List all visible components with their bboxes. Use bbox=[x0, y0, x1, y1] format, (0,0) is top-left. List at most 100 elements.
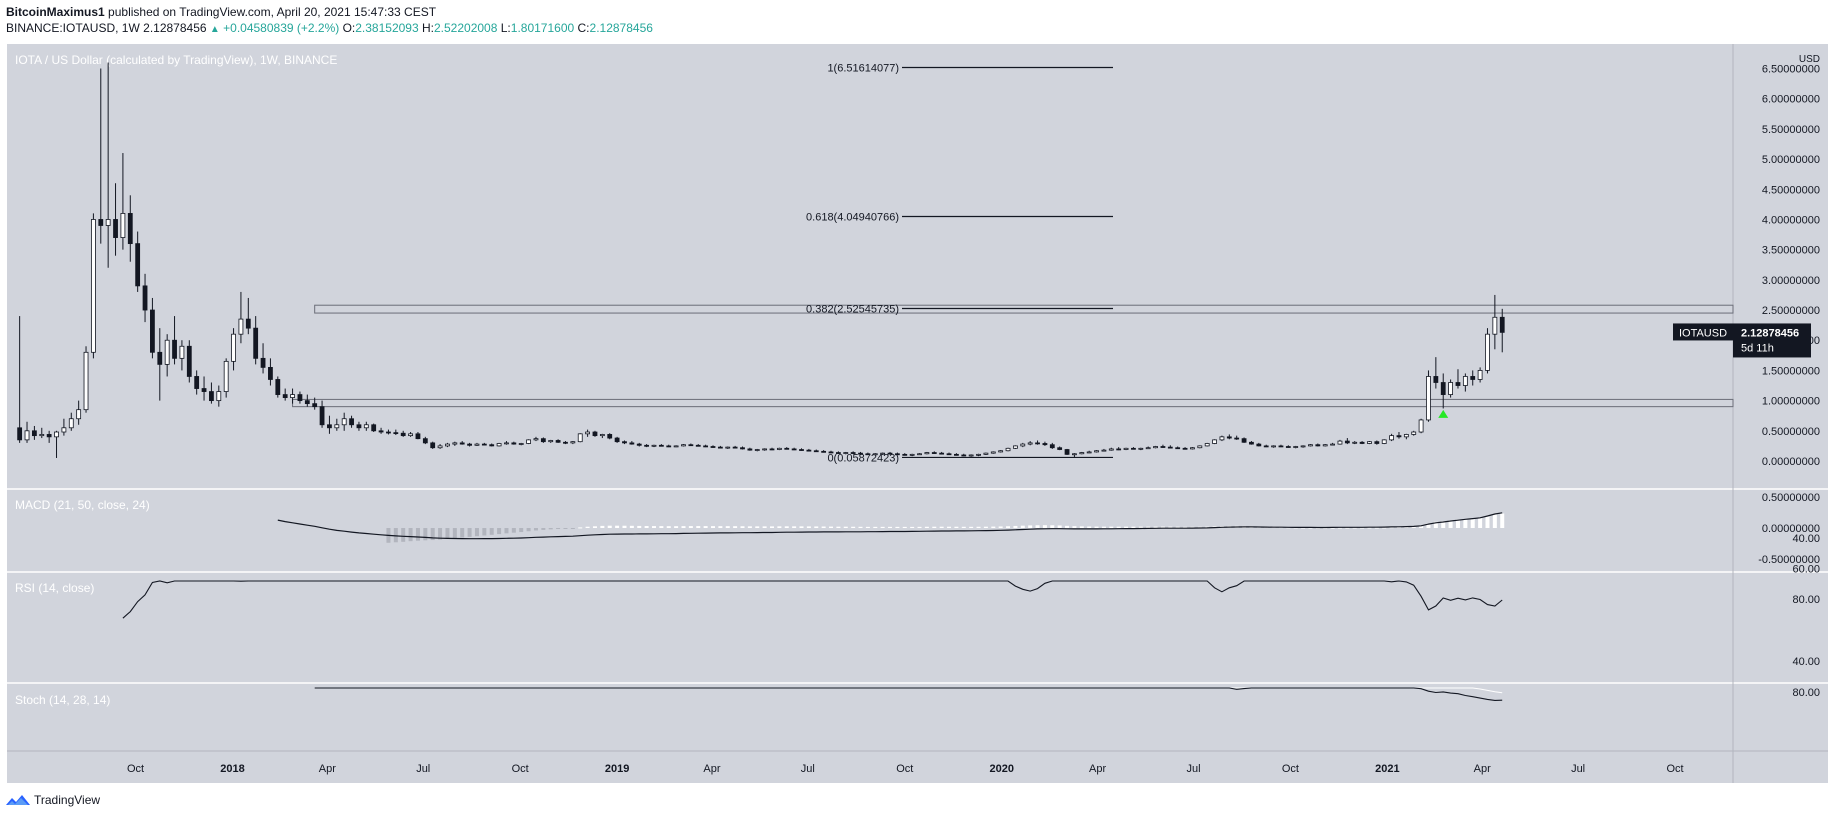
macd-histogram-bar bbox=[747, 526, 752, 528]
candle-down bbox=[703, 445, 709, 448]
macd-histogram-bar bbox=[1072, 526, 1077, 528]
candle-down bbox=[127, 213, 133, 245]
candle-down bbox=[1256, 443, 1262, 447]
candle-down bbox=[150, 309, 155, 353]
candle-up bbox=[1389, 435, 1394, 441]
candle-down bbox=[172, 339, 177, 359]
footer-brand[interactable]: TradingView bbox=[34, 793, 101, 807]
y-tick-label: 3.00000000 bbox=[1762, 275, 1820, 287]
candle-up bbox=[754, 449, 760, 451]
candle-down bbox=[629, 442, 635, 445]
macd-histogram-bar bbox=[829, 526, 834, 528]
y-tick-label: 1.50000000 bbox=[1762, 365, 1820, 377]
candle-up bbox=[1190, 447, 1195, 450]
candle-down bbox=[415, 433, 421, 440]
candle-up bbox=[1197, 445, 1203, 449]
candle-up bbox=[1322, 444, 1328, 447]
candle-down bbox=[636, 443, 642, 446]
chart-background bbox=[7, 44, 1828, 783]
macd-histogram-bar bbox=[770, 526, 775, 528]
candle-down bbox=[799, 449, 804, 451]
candle-up bbox=[990, 451, 996, 454]
macd-histogram-bar bbox=[836, 526, 841, 528]
candle-up bbox=[474, 443, 480, 446]
candle-down bbox=[327, 424, 332, 429]
macd-histogram-bar bbox=[954, 526, 959, 528]
candle-down bbox=[459, 442, 465, 445]
candle-up bbox=[61, 427, 67, 433]
candle-up bbox=[1492, 316, 1498, 335]
macd-histogram-bar bbox=[1006, 526, 1011, 528]
y-tick-label: 6.00000000 bbox=[1762, 94, 1820, 106]
macd-histogram-bar bbox=[674, 526, 679, 528]
high-label: H: bbox=[422, 21, 434, 35]
rsi-label: RSI (14, close) bbox=[15, 581, 94, 595]
candle-down bbox=[1359, 441, 1365, 444]
candle-up bbox=[1204, 443, 1210, 447]
candle-down bbox=[157, 351, 163, 365]
candle-up bbox=[725, 446, 731, 449]
macd-histogram-bar bbox=[393, 528, 398, 543]
y-tick-label: 4.00000000 bbox=[1762, 214, 1820, 226]
macd-histogram-bar bbox=[1308, 527, 1313, 529]
macd-histogram-bar bbox=[651, 526, 656, 528]
candle-down bbox=[1249, 441, 1254, 445]
candle-up bbox=[1101, 449, 1107, 452]
x-tick-label: 2021 bbox=[1375, 763, 1399, 775]
macd-histogram-bar bbox=[681, 526, 686, 528]
candle-down bbox=[732, 446, 738, 449]
macd-histogram-bar bbox=[1374, 527, 1379, 529]
x-tick-label: Apr bbox=[703, 763, 720, 775]
macd-histogram-bar bbox=[983, 526, 988, 528]
candle-down bbox=[46, 434, 52, 438]
macd-histogram-bar bbox=[423, 528, 428, 541]
candle-up bbox=[1330, 443, 1335, 446]
macd-histogram-bar bbox=[644, 526, 649, 528]
macd-histogram-bar bbox=[1455, 519, 1460, 528]
macd-histogram-bar bbox=[799, 526, 804, 528]
candle-down bbox=[806, 449, 812, 452]
macd-histogram-bar bbox=[976, 526, 981, 528]
candle-up bbox=[1123, 447, 1129, 450]
candle-down bbox=[1470, 376, 1476, 380]
macd-histogram-bar bbox=[1492, 514, 1497, 528]
macd-histogram-bar bbox=[1382, 527, 1387, 529]
macd-tick-label: 0.00000000 bbox=[1762, 523, 1820, 535]
candle-down bbox=[769, 448, 775, 451]
candle-up bbox=[518, 443, 524, 445]
candle-down bbox=[710, 446, 716, 448]
candle-down bbox=[563, 441, 568, 444]
macd-histogram-bar bbox=[629, 525, 634, 528]
last-price-label: 2.12878456 bbox=[1741, 327, 1799, 339]
stoch-tick-label: 80.00 bbox=[1792, 687, 1820, 699]
header-line-1: BitcoinMaximus1 published on TradingView… bbox=[6, 5, 436, 19]
candle-down bbox=[489, 444, 495, 447]
fib-level-label: 1(6.51614077) bbox=[827, 63, 899, 75]
y-tick-label: 2.50000000 bbox=[1762, 305, 1820, 317]
macd-histogram-bar bbox=[688, 526, 693, 528]
macd-histogram-bar bbox=[430, 528, 435, 541]
candle-up bbox=[1079, 452, 1085, 455]
candle-down bbox=[740, 447, 745, 450]
candle-up bbox=[526, 439, 531, 444]
macd-histogram-bar bbox=[762, 526, 767, 528]
macd-histogram-bar bbox=[1116, 526, 1121, 528]
candle-up bbox=[1020, 443, 1026, 447]
macd-histogram-bar bbox=[1065, 525, 1070, 528]
candle-down bbox=[644, 444, 650, 447]
macd-histogram-bar bbox=[452, 528, 457, 539]
fib-level-label: 0.382(2.52545735) bbox=[806, 304, 899, 316]
macd-histogram-bar bbox=[784, 526, 789, 528]
candle-up bbox=[1212, 439, 1217, 444]
macd-histogram-bar bbox=[1389, 527, 1394, 529]
candle-up bbox=[1086, 451, 1092, 454]
candle-up bbox=[452, 442, 458, 445]
candle-down bbox=[1278, 445, 1284, 448]
macd-histogram-bar bbox=[1087, 526, 1092, 528]
author-name[interactable]: BitcoinMaximus1 bbox=[6, 5, 105, 19]
macd-histogram-bar bbox=[1433, 521, 1438, 528]
fib-level-label: 0.618(4.04940766) bbox=[806, 211, 899, 223]
macd-histogram-bar bbox=[947, 526, 952, 528]
candle-up bbox=[909, 453, 915, 456]
